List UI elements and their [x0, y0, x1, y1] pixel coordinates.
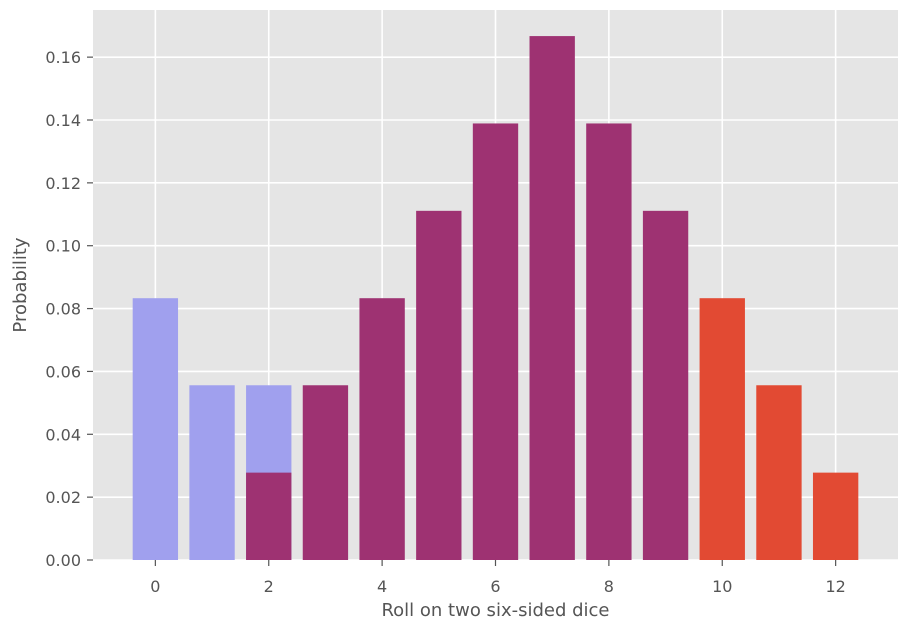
y-tick-label: 0.14: [45, 111, 81, 130]
y-tick-label: 0.10: [45, 237, 81, 256]
y-tick-label: 0.08: [45, 300, 81, 319]
x-tick-label: 8: [604, 577, 614, 596]
bar-upper-11: [756, 385, 802, 560]
y-tick-label: 0.02: [45, 488, 81, 507]
bar-main-6: [472, 123, 519, 560]
bar-light-1: [189, 385, 235, 560]
x-tick-label: 10: [712, 577, 732, 596]
bar-main-5: [416, 210, 462, 561]
y-axis-label: Probability: [10, 237, 31, 332]
bar-light-0: [132, 298, 179, 560]
bar-main-4: [359, 298, 405, 560]
bar-main-3: [302, 385, 349, 560]
y-tick-label: 0.00: [45, 551, 81, 570]
bar-main-7: [529, 36, 575, 561]
x-axis-label: Roll on two six-sided dice: [381, 600, 609, 621]
bar-upper-12: [812, 472, 859, 560]
bar-upper-10: [699, 298, 745, 560]
bar-main-2: [246, 472, 292, 560]
x-tick-label: 0: [150, 577, 160, 596]
axis-ticks: 0.00 0.02 0.04 0.06 0.08 0.10 0.12 0.14 0.16 0 2 4 6…: [45, 48, 845, 596]
x-tick-label: 4: [377, 577, 387, 596]
x-tick-label: 6: [490, 577, 500, 596]
x-tick-label: 12: [825, 577, 845, 596]
bar-main-8: [586, 123, 632, 560]
x-tick-label: 2: [264, 577, 274, 596]
y-tick-label: 0.04: [45, 425, 81, 444]
y-tick-label: 0.12: [45, 174, 81, 193]
bar-main-9: [642, 210, 689, 561]
y-tick-label: 0.06: [45, 362, 81, 381]
y-tick-label: 0.16: [45, 48, 81, 67]
bars: [132, 36, 859, 561]
